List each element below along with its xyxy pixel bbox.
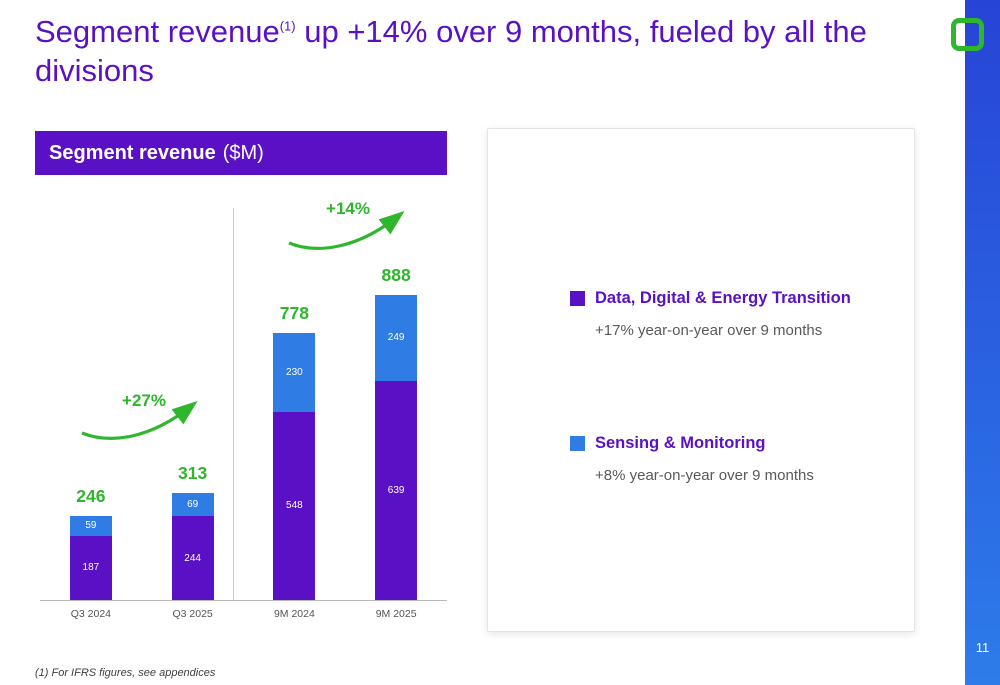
legend-swatch-purple — [570, 291, 585, 306]
legend-row: Data, Digital & Energy Transition — [570, 289, 894, 308]
bar-segment: 69 — [171, 492, 214, 517]
slide-title: Segment revenue(1) up +14% over 9 months… — [35, 12, 920, 90]
x-axis-label: 9M 2024 — [273, 608, 315, 620]
bar-segment: 548 — [273, 411, 316, 600]
bar-segment: 230 — [273, 332, 316, 412]
legend-label: Sensing & Monitoring — [595, 434, 766, 452]
legend-item-data-digital-energy: Data, Digital & Energy Transition +17% y… — [570, 289, 894, 339]
revenue-bar-chart: 246 59 187 313 69 244 778 230 548 888 249 639 Q3 20… — [40, 195, 447, 630]
slide-title-rest: up +14% over 9 months, fueled by all the… — [35, 14, 867, 89]
x-axis: Q3 2024 Q3 2025 9M 2024 9M 2025 — [40, 600, 447, 620]
legend-sublabel: +17% year-on-year over 9 months — [595, 322, 823, 339]
bar-group-9m-2025: 888 249 639 — [345, 265, 447, 600]
bar-segment: 187 — [69, 535, 112, 600]
growth-label-9m: +14% — [326, 199, 370, 218]
footnote-marker: (1) — [279, 18, 296, 34]
bar-segment: 249 — [375, 295, 418, 381]
page-number: 11 — [975, 640, 990, 655]
legend-row: Sensing & Monitoring — [570, 434, 894, 453]
bar-segment: 639 — [375, 380, 418, 600]
footnote: (1) For IFRS figures, see appendices — [35, 667, 216, 679]
total-label: 313 — [178, 462, 208, 483]
x-axis-label: Q3 2024 — [70, 608, 112, 620]
growth-arrow-icon — [288, 211, 405, 250]
total-label: 778 — [279, 302, 309, 323]
chart-title-unit: ($M) — [222, 141, 264, 164]
bar-plot: 246 59 187 313 69 244 778 230 548 888 249 639 — [40, 195, 447, 601]
group-divider — [232, 208, 234, 600]
bar-segment: 244 — [171, 516, 214, 600]
bar-segment: 59 — [69, 515, 112, 536]
sidebar-accent-bar — [965, 0, 1000, 685]
x-axis-label: 9M 2025 — [375, 608, 417, 620]
legend-item-sensing-monitoring: Sensing & Monitoring +8% year-on-year ov… — [570, 434, 894, 484]
total-label: 888 — [381, 265, 411, 285]
slide-title-text: Segment revenue — [35, 14, 280, 49]
bar-group-q3-2025: 313 69 244 — [142, 463, 244, 600]
legend-label: Data, Digital & Energy Transition — [595, 289, 851, 307]
x-axis-label: Q3 2025 — [172, 608, 213, 620]
total-label: 246 — [76, 485, 106, 506]
bar-group-q3-2024: 246 59 187 — [40, 486, 142, 600]
legend-sublabel: +8% year-on-year over 9 months — [595, 467, 814, 484]
growth-label-q3: +27% — [122, 391, 166, 410]
legend-card: Data, Digital & Energy Transition +17% y… — [487, 128, 915, 632]
chart-title-bold: Segment revenue — [49, 141, 216, 164]
bar-group-9m-2024: 778 230 548 — [244, 303, 346, 600]
chart-title-banner: Segment revenue ($M) — [35, 131, 447, 175]
legend-swatch-blue — [570, 436, 585, 451]
growth-arrow-icon — [81, 401, 198, 440]
company-logo-icon — [951, 18, 984, 51]
